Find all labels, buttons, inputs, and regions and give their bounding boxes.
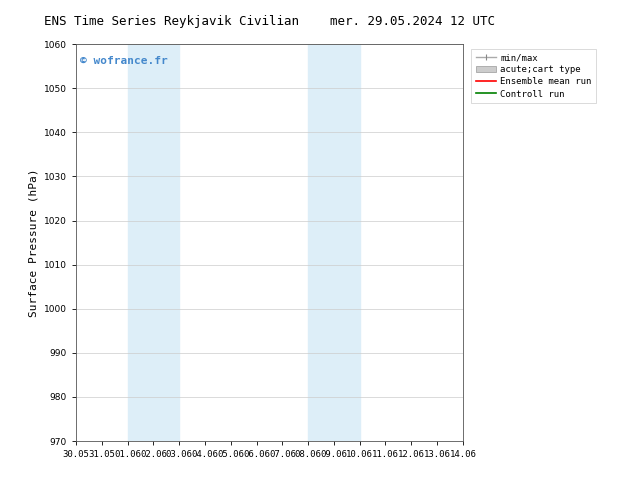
Bar <box>127 44 179 441</box>
Legend: min/max, acute;cart type, Ensemble mean run, Controll run: min/max, acute;cart type, Ensemble mean … <box>471 49 596 103</box>
Y-axis label: Surface Pressure (hPa): Surface Pressure (hPa) <box>29 168 39 317</box>
Text: © wofrance.fr: © wofrance.fr <box>80 56 168 66</box>
Text: mer. 29.05.2024 12 UTC: mer. 29.05.2024 12 UTC <box>330 15 495 28</box>
Text: ENS Time Series Reykjavik Civilian: ENS Time Series Reykjavik Civilian <box>44 15 299 28</box>
Bar <box>308 44 359 441</box>
